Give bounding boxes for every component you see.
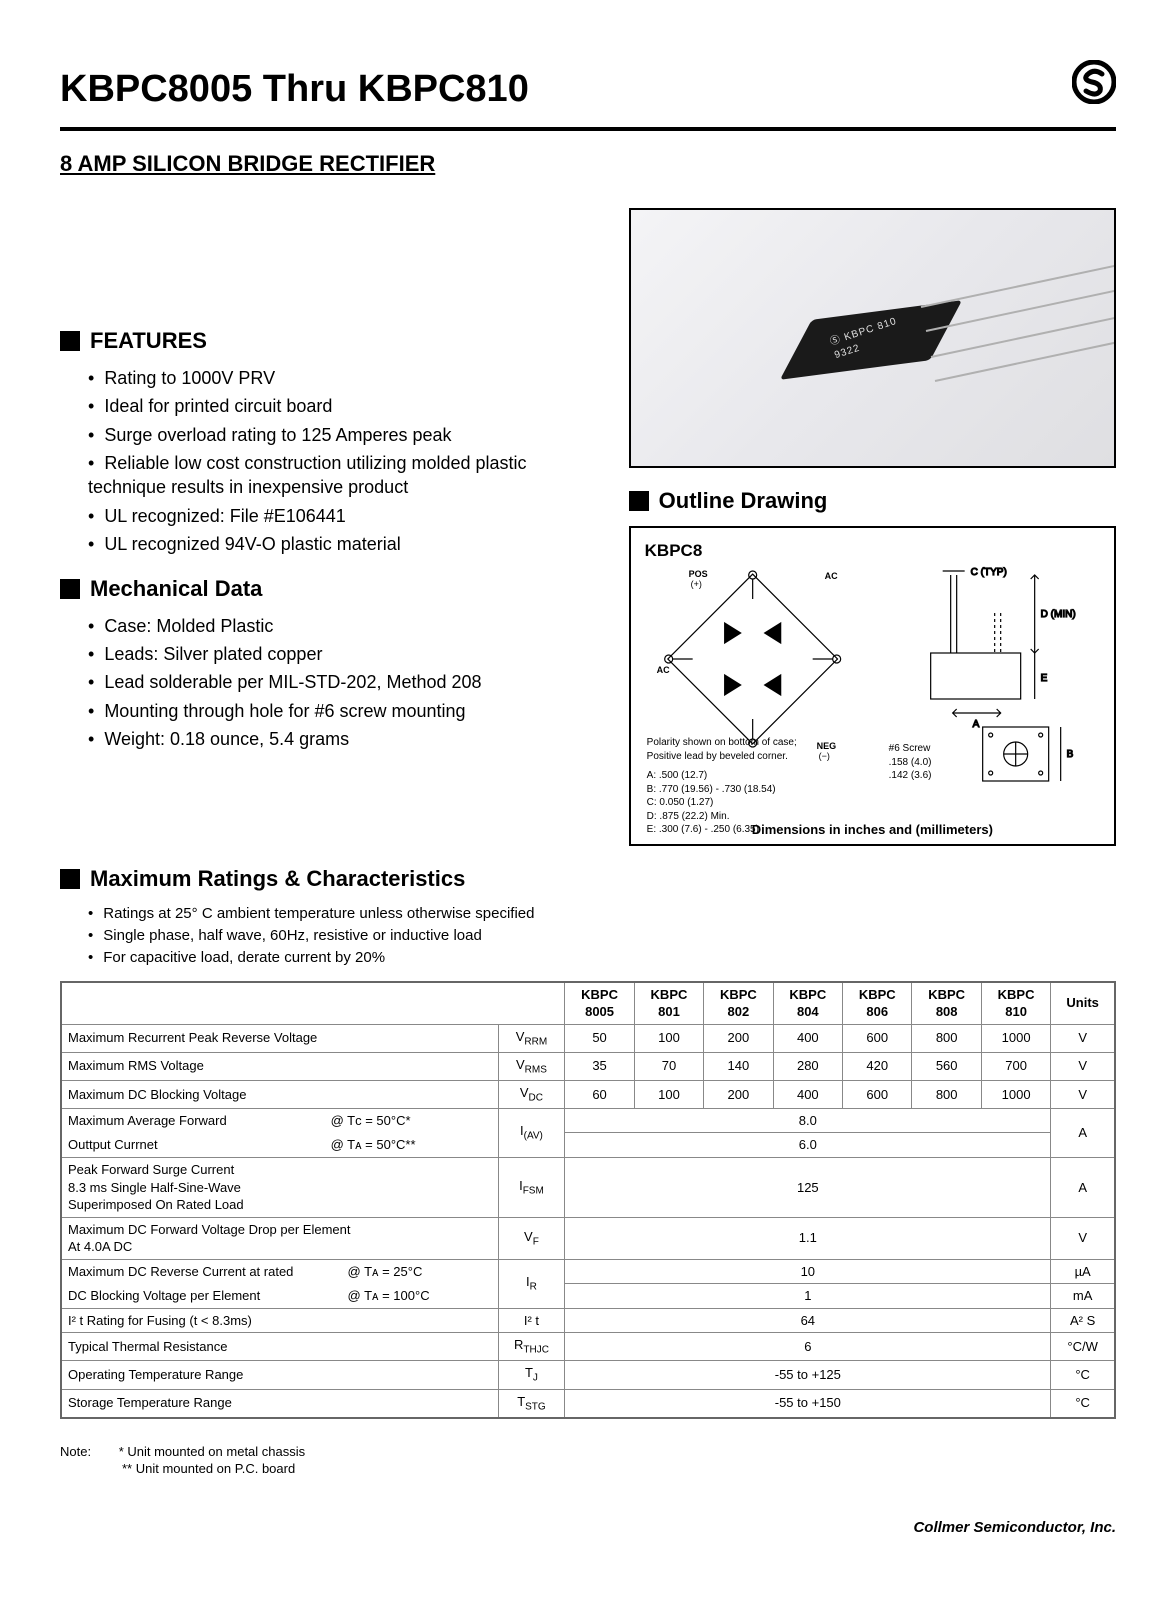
list-item: Rating to 1000V PRV (88, 366, 599, 390)
ratings-head: Maximum Ratings & Characteristics (60, 864, 1116, 894)
list-item: Leads: Silver plated copper (88, 642, 599, 666)
svg-text:AC: AC (824, 571, 837, 581)
list-item: Case: Molded Plastic (88, 614, 599, 638)
svg-text:AC: AC (656, 665, 669, 675)
features-head: FEATURES (60, 326, 599, 356)
square-bullet-icon (629, 491, 649, 511)
left-column: FEATURES Rating to 1000V PRV Ideal for pr… (60, 208, 599, 846)
product-photo: Ⓢ KBPC 8109322 (629, 208, 1116, 468)
svg-text:NEG: NEG (816, 741, 836, 751)
dims-footer: Dimensions in inches and (millimeters) (631, 821, 1114, 839)
svg-text:D (MIN): D (MIN) (1040, 609, 1075, 620)
header: KBPC8005 Thru KBPC810 (60, 60, 1116, 131)
svg-text:POS: POS (688, 569, 707, 579)
right-column: Ⓢ KBPC 8109322 Outline Drawing KBPC8 (629, 208, 1116, 846)
subtitle: 8 AMP SILICON BRIDGE RECTIFIER (60, 149, 1116, 179)
list-item: Ideal for printed circuit board (88, 394, 599, 418)
outline-part: KBPC8 (645, 540, 1100, 563)
svg-text:A: A (972, 719, 979, 730)
ratings-title: Maximum Ratings & Characteristics (90, 864, 465, 894)
mech-list: Case: Molded Plastic Leads: Silver plated… (60, 614, 599, 751)
square-bullet-icon (60, 579, 80, 599)
outline-head: Outline Drawing (629, 486, 1116, 516)
features-title: FEATURES (90, 326, 207, 356)
list-item: Ratings at 25° C ambient temperature unl… (88, 904, 1116, 924)
list-item: For capacitive load, derate current by 2… (88, 948, 1116, 968)
list-item: UL recognized: File #E106441 (88, 504, 599, 528)
list-item: Mounting through hole for #6 screw mount… (88, 699, 599, 723)
list-item: Surge overload rating to 125 Amperes pea… (88, 423, 599, 447)
list-item: Reliable low cost construction utilizing… (88, 451, 599, 500)
outline-title: Outline Drawing (659, 486, 828, 516)
mech-title: Mechanical Data (90, 574, 262, 604)
square-bullet-icon (60, 869, 80, 889)
ratings-notes: Ratings at 25° C ambient temperature unl… (60, 904, 1116, 969)
features-list: Rating to 1000V PRV Ideal for printed cir… (60, 366, 599, 556)
notes: Note: * Unit mounted on metal chassis **… (60, 1443, 1116, 1478)
mech-head: Mechanical Data (60, 574, 599, 604)
page-title: KBPC8005 Thru KBPC810 (60, 64, 529, 115)
outline-drawing: KBPC8 (629, 526, 1116, 846)
list-item: Weight: 0.18 ounce, 5.4 grams (88, 727, 599, 751)
spec-table: KBPC8005KBPC801KBPC802KBPC804KBPC806KBPC… (60, 981, 1116, 1419)
svg-text:(−): (−) (818, 751, 829, 761)
square-bullet-icon (60, 331, 80, 351)
company-logo (1072, 60, 1116, 119)
list-item: UL recognized 94V-O plastic material (88, 532, 599, 556)
screw-dims: #6 Screw .158 (4.0) .142 (3.6) (889, 742, 932, 783)
svg-text:E: E (1040, 673, 1047, 684)
company-footer: Collmer Semiconductor, Inc. (60, 1518, 1116, 1538)
svg-text:(+): (+) (690, 579, 701, 589)
svg-text:B: B (1066, 749, 1073, 760)
two-column-layout: FEATURES Rating to 1000V PRV Ideal for pr… (60, 208, 1116, 846)
svg-text:C (TYP): C (TYP) (970, 567, 1006, 578)
list-item: Single phase, half wave, 60Hz, resistive… (88, 926, 1116, 946)
list-item: Lead solderable per MIL-STD-202, Method … (88, 670, 599, 694)
